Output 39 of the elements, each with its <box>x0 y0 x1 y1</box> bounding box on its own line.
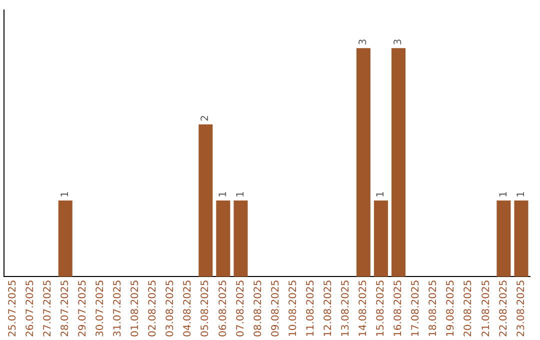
x-tick-label: 25.07.2025 <box>7 280 18 338</box>
x-tick-label: 26.07.2025 <box>24 280 36 338</box>
x-tick-label: 02.08.2025 <box>148 280 159 338</box>
data-label: 1 <box>516 191 527 198</box>
data-label: 1 <box>235 191 246 198</box>
x-tick-label: 27.07.2025 <box>42 280 54 338</box>
data-label: 2 <box>200 114 212 122</box>
data-label: 1 <box>498 191 510 198</box>
x-tick-label: 08.08.2025 <box>252 280 264 338</box>
x-tick-label: 07.08.2025 <box>235 280 246 338</box>
x-tick-label: 16.08.2025 <box>393 280 404 338</box>
x-tick-label: 12.08.2025 <box>322 280 334 338</box>
data-label: 3 <box>358 38 370 46</box>
x-tick-label: 17.08.2025 <box>410 280 422 338</box>
data-label: 3 <box>393 38 404 46</box>
x-tick-label: 05.08.2025 <box>200 280 212 338</box>
x-tick-label: 09.08.2025 <box>270 280 282 338</box>
x-tick-label: 10.08.2025 <box>288 280 299 338</box>
x-tick-label: 04.08.2025 <box>182 280 194 338</box>
x-tick-label: 11.08.2025 <box>305 280 316 338</box>
x-tick-label: 06.08.2025 <box>218 280 229 338</box>
x-tick-label: 28.07.2025 <box>60 280 71 338</box>
x-tick-label: 23.08.2025 <box>516 280 527 338</box>
data-label: 1 <box>60 191 71 198</box>
data-label: 1 <box>376 191 387 198</box>
x-tick-label: 01.08.2025 <box>130 280 142 338</box>
x-tick-label: 22.08.2025 <box>498 280 510 338</box>
data-label: 1 <box>218 191 229 198</box>
x-tick-label: 20.08.2025 <box>463 280 474 338</box>
x-tick-label: 30.07.2025 <box>95 280 106 338</box>
x-tick-label: 31.07.2025 <box>112 280 124 338</box>
x-tick-label: 13.08.2025 <box>340 280 352 338</box>
x-tick-label: 29.07.2025 <box>77 280 88 338</box>
x-tick-label: 18.08.2025 <box>428 280 440 338</box>
x-tick-label: 19.08.2025 <box>446 280 457 338</box>
x-tick-label: 03.08.2025 <box>165 280 176 338</box>
x-tick-label: 14.08.2025 <box>358 280 370 338</box>
x-tick-label: 21.08.2025 <box>480 280 492 338</box>
x-tick-label: 15.08.2025 <box>376 280 387 338</box>
